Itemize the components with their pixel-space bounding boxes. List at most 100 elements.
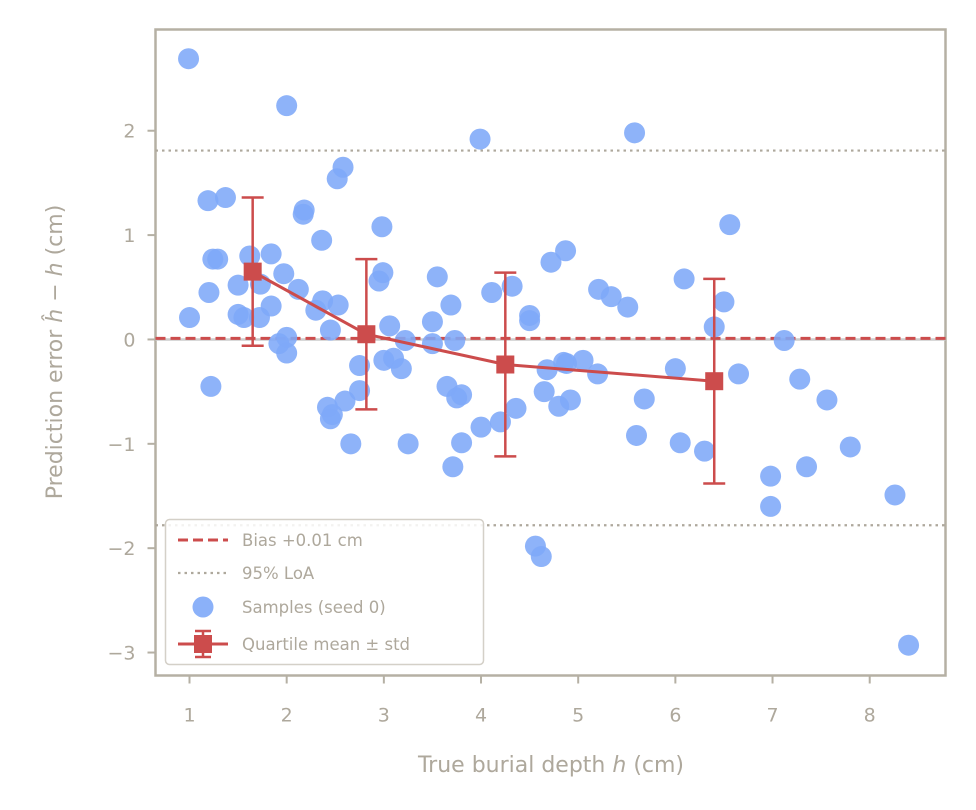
sample-point <box>197 190 219 212</box>
y-axis-ticks: −3 −2 −1 0 1 2 <box>107 121 156 665</box>
sample-point <box>239 245 261 267</box>
sample-point <box>260 295 282 317</box>
y-tick-label: −3 <box>107 643 135 665</box>
x-tick-label: 4 <box>475 705 487 727</box>
legend-bias-label: Bias +0.01 cm <box>242 531 363 550</box>
sample-point <box>694 440 716 462</box>
sample-point <box>530 546 552 568</box>
sample-point <box>334 390 356 412</box>
sample-point <box>394 329 416 351</box>
sample-point <box>664 358 686 380</box>
sample-point <box>501 275 523 297</box>
sample-point <box>760 465 782 487</box>
y-tick-label: 2 <box>123 121 135 143</box>
sample-point <box>340 433 362 455</box>
sample-point <box>796 456 818 478</box>
y-tick-label: −1 <box>107 434 135 456</box>
sample-point <box>760 495 782 517</box>
sample-point <box>587 363 609 385</box>
x-tick-label: 6 <box>669 705 681 727</box>
legend-item-loa: 95% LoA <box>178 564 315 583</box>
sample-point <box>227 274 249 296</box>
sample-point <box>276 342 298 364</box>
legend-samples-label: Samples (seed 0) <box>242 598 386 617</box>
x-tick-label: 1 <box>183 705 195 727</box>
y-axis-label: Prediction error ĥ − h (cm) <box>42 205 68 500</box>
sample-point <box>536 359 558 381</box>
sample-point <box>349 355 371 377</box>
sample-point <box>390 358 412 380</box>
sample-point <box>572 349 594 371</box>
sample-point <box>321 404 343 426</box>
x-axis-ticks: 1 2 3 4 5 6 7 8 <box>183 675 876 727</box>
sample-point <box>397 433 419 455</box>
sample-point <box>371 216 393 238</box>
sample-point <box>898 634 920 656</box>
sample-point <box>273 263 295 285</box>
quartile-mean-line <box>251 270 715 383</box>
sample-point <box>669 432 691 454</box>
x-axis-label: True burial depth h (cm) <box>417 753 684 778</box>
sample-point <box>442 456 464 478</box>
sample-point <box>625 424 647 446</box>
x-tick-label: 8 <box>864 705 876 727</box>
sample-point <box>451 384 473 406</box>
sample-point <box>332 156 354 178</box>
sample-point <box>178 48 200 70</box>
sample-point <box>505 397 527 419</box>
sample-point <box>713 291 735 313</box>
sample-point <box>559 389 581 411</box>
sample-point <box>451 432 473 454</box>
sample-point <box>633 388 655 410</box>
x-tick-label: 7 <box>766 705 778 727</box>
legend-item-bias: Bias +0.01 cm <box>178 531 363 550</box>
y-tick-label: 1 <box>123 225 135 247</box>
sample-point <box>728 363 750 385</box>
quartile-mean-marker <box>243 262 262 281</box>
legend-item-samples: Samples (seed 0) <box>192 596 386 618</box>
legend-quartile-marker <box>194 635 212 653</box>
sample-point <box>555 240 577 262</box>
sample-point <box>276 326 298 348</box>
sample-point <box>200 375 222 397</box>
sample-point <box>214 187 236 209</box>
sample-point <box>617 296 639 318</box>
legend-quartile-label: Quartile mean ± std <box>242 635 410 654</box>
y-tick-label: −2 <box>107 538 135 560</box>
x-tick-label: 2 <box>281 705 293 727</box>
y-tick-label: 0 <box>123 329 135 351</box>
sample-point <box>839 436 861 458</box>
sample-point <box>600 286 622 308</box>
sample-point <box>470 416 492 438</box>
sample-point <box>673 268 695 290</box>
sample-point <box>444 329 466 351</box>
legend: Bias +0.01 cm 95% LoA Samples (seed 0) Q… <box>164 518 485 666</box>
sample-point <box>816 389 838 411</box>
sample-point <box>349 380 371 402</box>
quartile-mean-marker <box>357 325 376 344</box>
sample-point <box>421 311 443 333</box>
sample-point <box>789 368 811 390</box>
quartile-mean-marker <box>705 372 724 391</box>
sample-point <box>426 266 448 288</box>
sample-point <box>540 251 562 273</box>
legend-samples-swatch <box>192 596 214 618</box>
sample-point <box>773 329 795 351</box>
sample-point <box>276 95 298 117</box>
legend-item-quartile: Quartile mean ± std <box>178 629 410 659</box>
sample-point <box>372 262 394 284</box>
quartile-series <box>241 196 726 485</box>
sample-point <box>179 307 201 329</box>
sample-point <box>327 294 349 316</box>
sample-point <box>719 214 741 236</box>
legend-box <box>164 518 485 666</box>
sample-point <box>884 484 906 506</box>
x-tick-label: 3 <box>378 705 390 727</box>
sample-point <box>260 243 282 265</box>
sample-point <box>233 307 255 329</box>
sample-point <box>481 281 503 303</box>
sample-point <box>293 199 315 221</box>
sample-point <box>319 319 341 341</box>
sample-point <box>198 281 220 303</box>
